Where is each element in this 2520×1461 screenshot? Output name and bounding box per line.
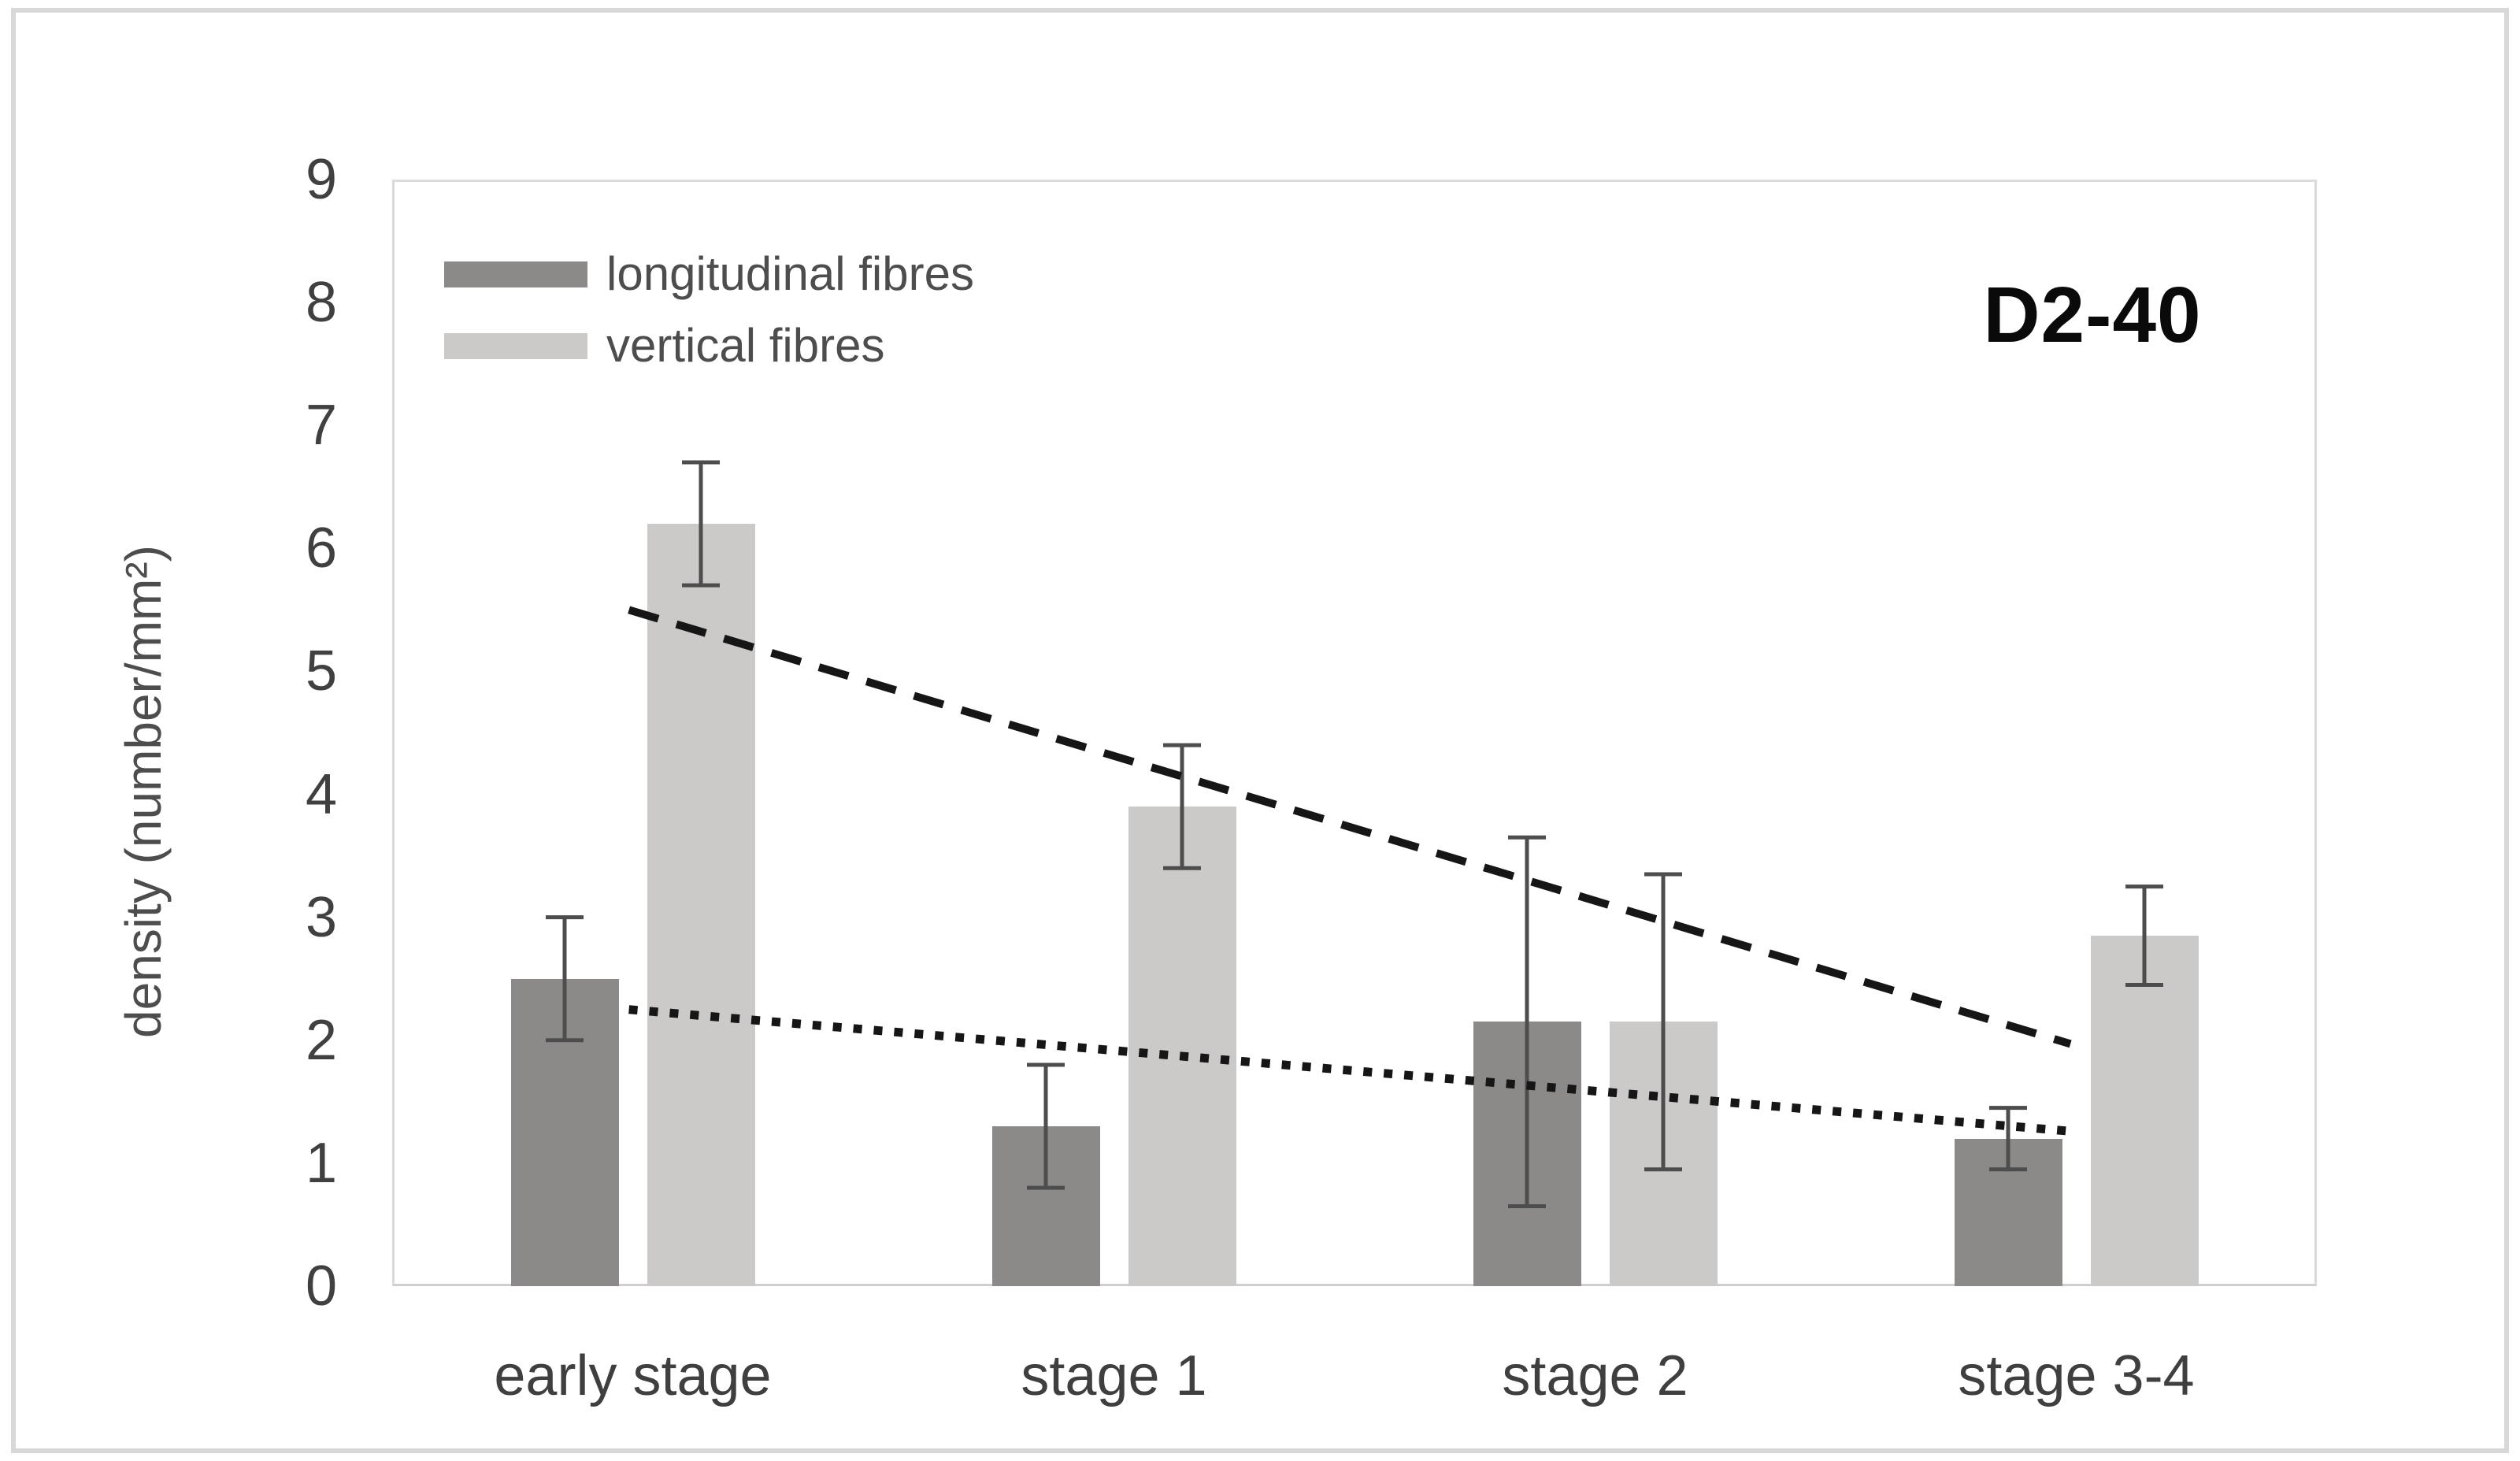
chart-title: D2-40 [1983, 271, 2202, 359]
bar-longitudinal-2 [991, 1126, 1100, 1286]
bar-vertical-3 [1609, 1022, 1718, 1286]
y-axis-title: density (number/mm²) [115, 545, 172, 1038]
legend-label-vertical-fibres: vertical fibres [606, 319, 885, 372]
y-tick-label: 3 [305, 885, 337, 949]
y-tick-label: 6 [305, 517, 337, 580]
bar-vertical-2 [1128, 807, 1236, 1286]
y-tick-label: 2 [305, 1008, 337, 1072]
bar-longitudinal-1 [510, 978, 619, 1286]
bar-longitudinal-4 [1954, 1138, 2062, 1286]
legend-label-longitudinal-fibres: longitudinal fibres [606, 247, 974, 300]
bar-vertical-4 [2090, 936, 2199, 1286]
x-category-label: stage 3-4 [1958, 1344, 2195, 1407]
y-tick-label: 5 [305, 640, 337, 703]
x-category-label: stage 1 [1021, 1344, 1207, 1407]
y-tick-label: 8 [305, 271, 337, 335]
y-tick-label: 9 [305, 148, 337, 211]
y-tick-label: 1 [305, 1131, 337, 1195]
bar-vertical-1 [647, 524, 755, 1286]
legend-swatch-vertical-fibres [444, 333, 587, 359]
x-category-label: early stage [494, 1344, 772, 1407]
x-category-label: stage 2 [1502, 1344, 1688, 1407]
y-tick-label: 0 [305, 1255, 337, 1318]
y-tick-label: 7 [305, 394, 337, 458]
bar-longitudinal-3 [1473, 1022, 1581, 1286]
legend-swatch-longitudinal-fibres [444, 261, 587, 287]
y-tick-label: 4 [305, 762, 337, 826]
